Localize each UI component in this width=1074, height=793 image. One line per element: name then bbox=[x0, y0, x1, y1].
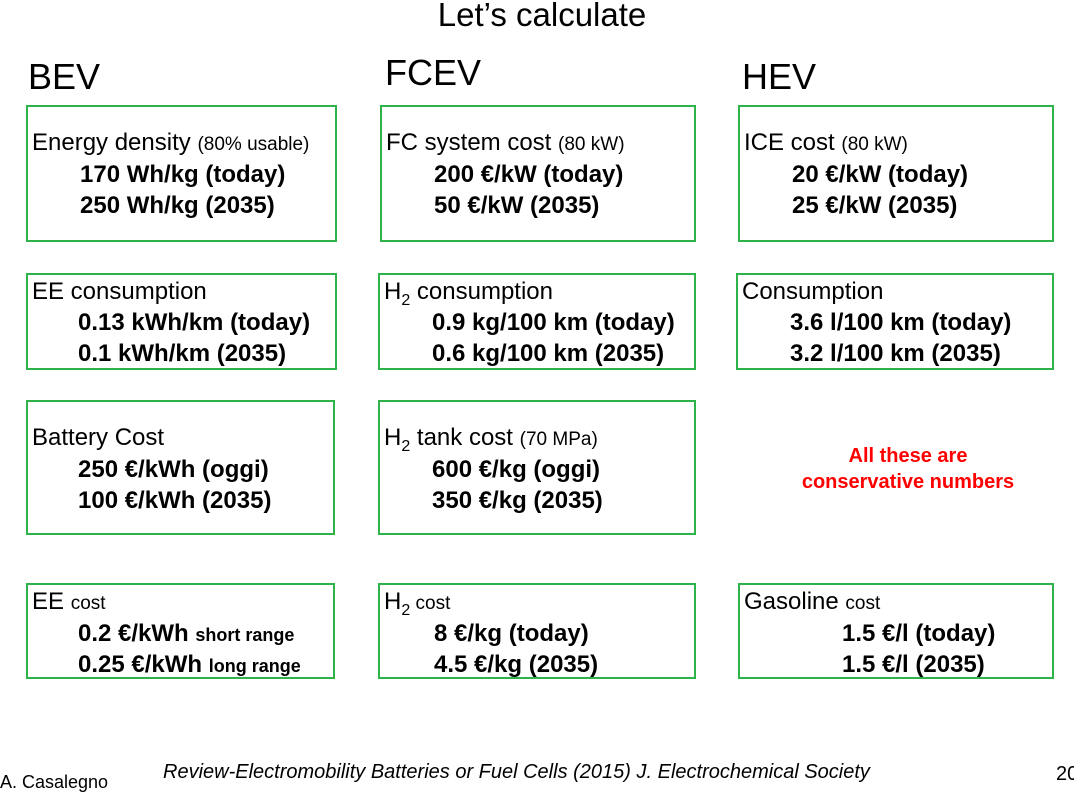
footer-author: A. Casalegno bbox=[0, 772, 109, 792]
value-long: 0.25 €/kWh long range bbox=[78, 651, 301, 678]
box-label: H bbox=[384, 278, 402, 305]
hev-ice-cost-box: ICE cost (80 kW) 20 €/kW (today) 25 €/kW… bbox=[738, 105, 1054, 242]
value-short: 0.2 €/kWh short range bbox=[78, 620, 295, 647]
value-today: 600 €/kg (oggi) bbox=[432, 456, 601, 483]
box-label: H bbox=[384, 588, 402, 615]
value-today: 170 Wh/kg (today) bbox=[80, 161, 286, 188]
value-2035: 100 €/kWh (2035) bbox=[78, 487, 272, 514]
value-2035: 1.5 €/l (2035) bbox=[842, 651, 985, 678]
value-today: 0.9 kg/100 km (today) bbox=[432, 309, 675, 336]
hev-consumption-box: Consumption 3.6 l/100 km (today) 3.2 l/1… bbox=[736, 273, 1054, 370]
footer-reference: Review-Electromobility Batteries or Fuel… bbox=[163, 761, 870, 783]
value-today: 20 €/kW (today) bbox=[792, 161, 969, 188]
fcev-h2-cost-box: H2 cost 8 €/kg (today) 4.5 €/kg (2035) bbox=[378, 583, 696, 679]
bev-ee-cost-box: EE cost 0.2 €/kWh short range 0.25 €/kWh… bbox=[26, 583, 335, 679]
heading-hev: HEV bbox=[742, 56, 817, 97]
value-today: 3.6 l/100 km (today) bbox=[790, 309, 1012, 336]
value-today: 200 €/kW (today) bbox=[434, 161, 624, 188]
value-today: 250 €/kWh (oggi) bbox=[78, 456, 269, 483]
conservative-note: All these are conservative numbers bbox=[801, 445, 1015, 493]
bev-consumption-box: EE consumption 0.13 kWh/km (today) 0.1 k… bbox=[26, 273, 337, 370]
value-2035: 25 €/kW (2035) bbox=[792, 192, 958, 219]
slide-title: Let’s calculate bbox=[437, 0, 647, 33]
fcev-system-cost-box: FC system cost (80 kW) 200 €/kW (today) … bbox=[380, 105, 696, 242]
value-2035: 250 Wh/kg (2035) bbox=[80, 192, 275, 219]
box-sublabel: cost bbox=[70, 593, 106, 614]
box-label: EE bbox=[32, 588, 65, 615]
box-label: ICE cost bbox=[744, 129, 835, 156]
fcev-tank-cost-box: H2 tank cost (70 MPa) 600 €/kg (oggi) 35… bbox=[378, 400, 696, 535]
bev-energy-density-box: Energy density (80% usable) 170 Wh/kg (t… bbox=[26, 105, 337, 242]
value-2035: 350 €/kg (2035) bbox=[432, 487, 603, 514]
hev-gasoline-cost-box: Gasoline cost 1.5 €/l (today) 1.5 €/l (2… bbox=[738, 583, 1054, 679]
box-label: Energy density bbox=[32, 129, 191, 156]
fcev-consumption-box: H2 consumption 0.9 kg/100 km (today) 0.6… bbox=[378, 273, 696, 370]
heading-bev: BEV bbox=[28, 56, 101, 97]
value-2035: 0.6 kg/100 km (2035) bbox=[432, 340, 665, 367]
bev-battery-cost-box: Battery Cost 250 €/kWh (oggi) 100 €/kWh … bbox=[26, 400, 335, 535]
value-2035: 4.5 €/kg (2035) bbox=[434, 651, 599, 678]
value-2035: 0.1 kWh/km (2035) bbox=[78, 340, 287, 367]
box-sublabel: (80% usable) bbox=[197, 134, 310, 155]
page-number: 20 bbox=[1056, 763, 1074, 785]
box-label: Consumption bbox=[742, 278, 884, 305]
box-sublabel: (80 kW) bbox=[558, 134, 625, 155]
value-today: 0.13 kWh/km (today) bbox=[78, 309, 311, 336]
heading-fcev: FCEV bbox=[385, 52, 482, 93]
value-2035: 3.2 l/100 km (2035) bbox=[790, 340, 1001, 367]
box-label: Battery Cost bbox=[32, 424, 165, 451]
value-today: 1.5 €/l (today) bbox=[842, 620, 996, 647]
box-label: H bbox=[384, 424, 402, 451]
value-today: 8 €/kg (today) bbox=[434, 620, 589, 647]
box-label: FC system cost bbox=[386, 129, 552, 156]
value-2035: 50 €/kW (2035) bbox=[434, 192, 600, 219]
box-label: EE consumption bbox=[32, 278, 207, 305]
box-label: Gasoline bbox=[744, 588, 839, 615]
